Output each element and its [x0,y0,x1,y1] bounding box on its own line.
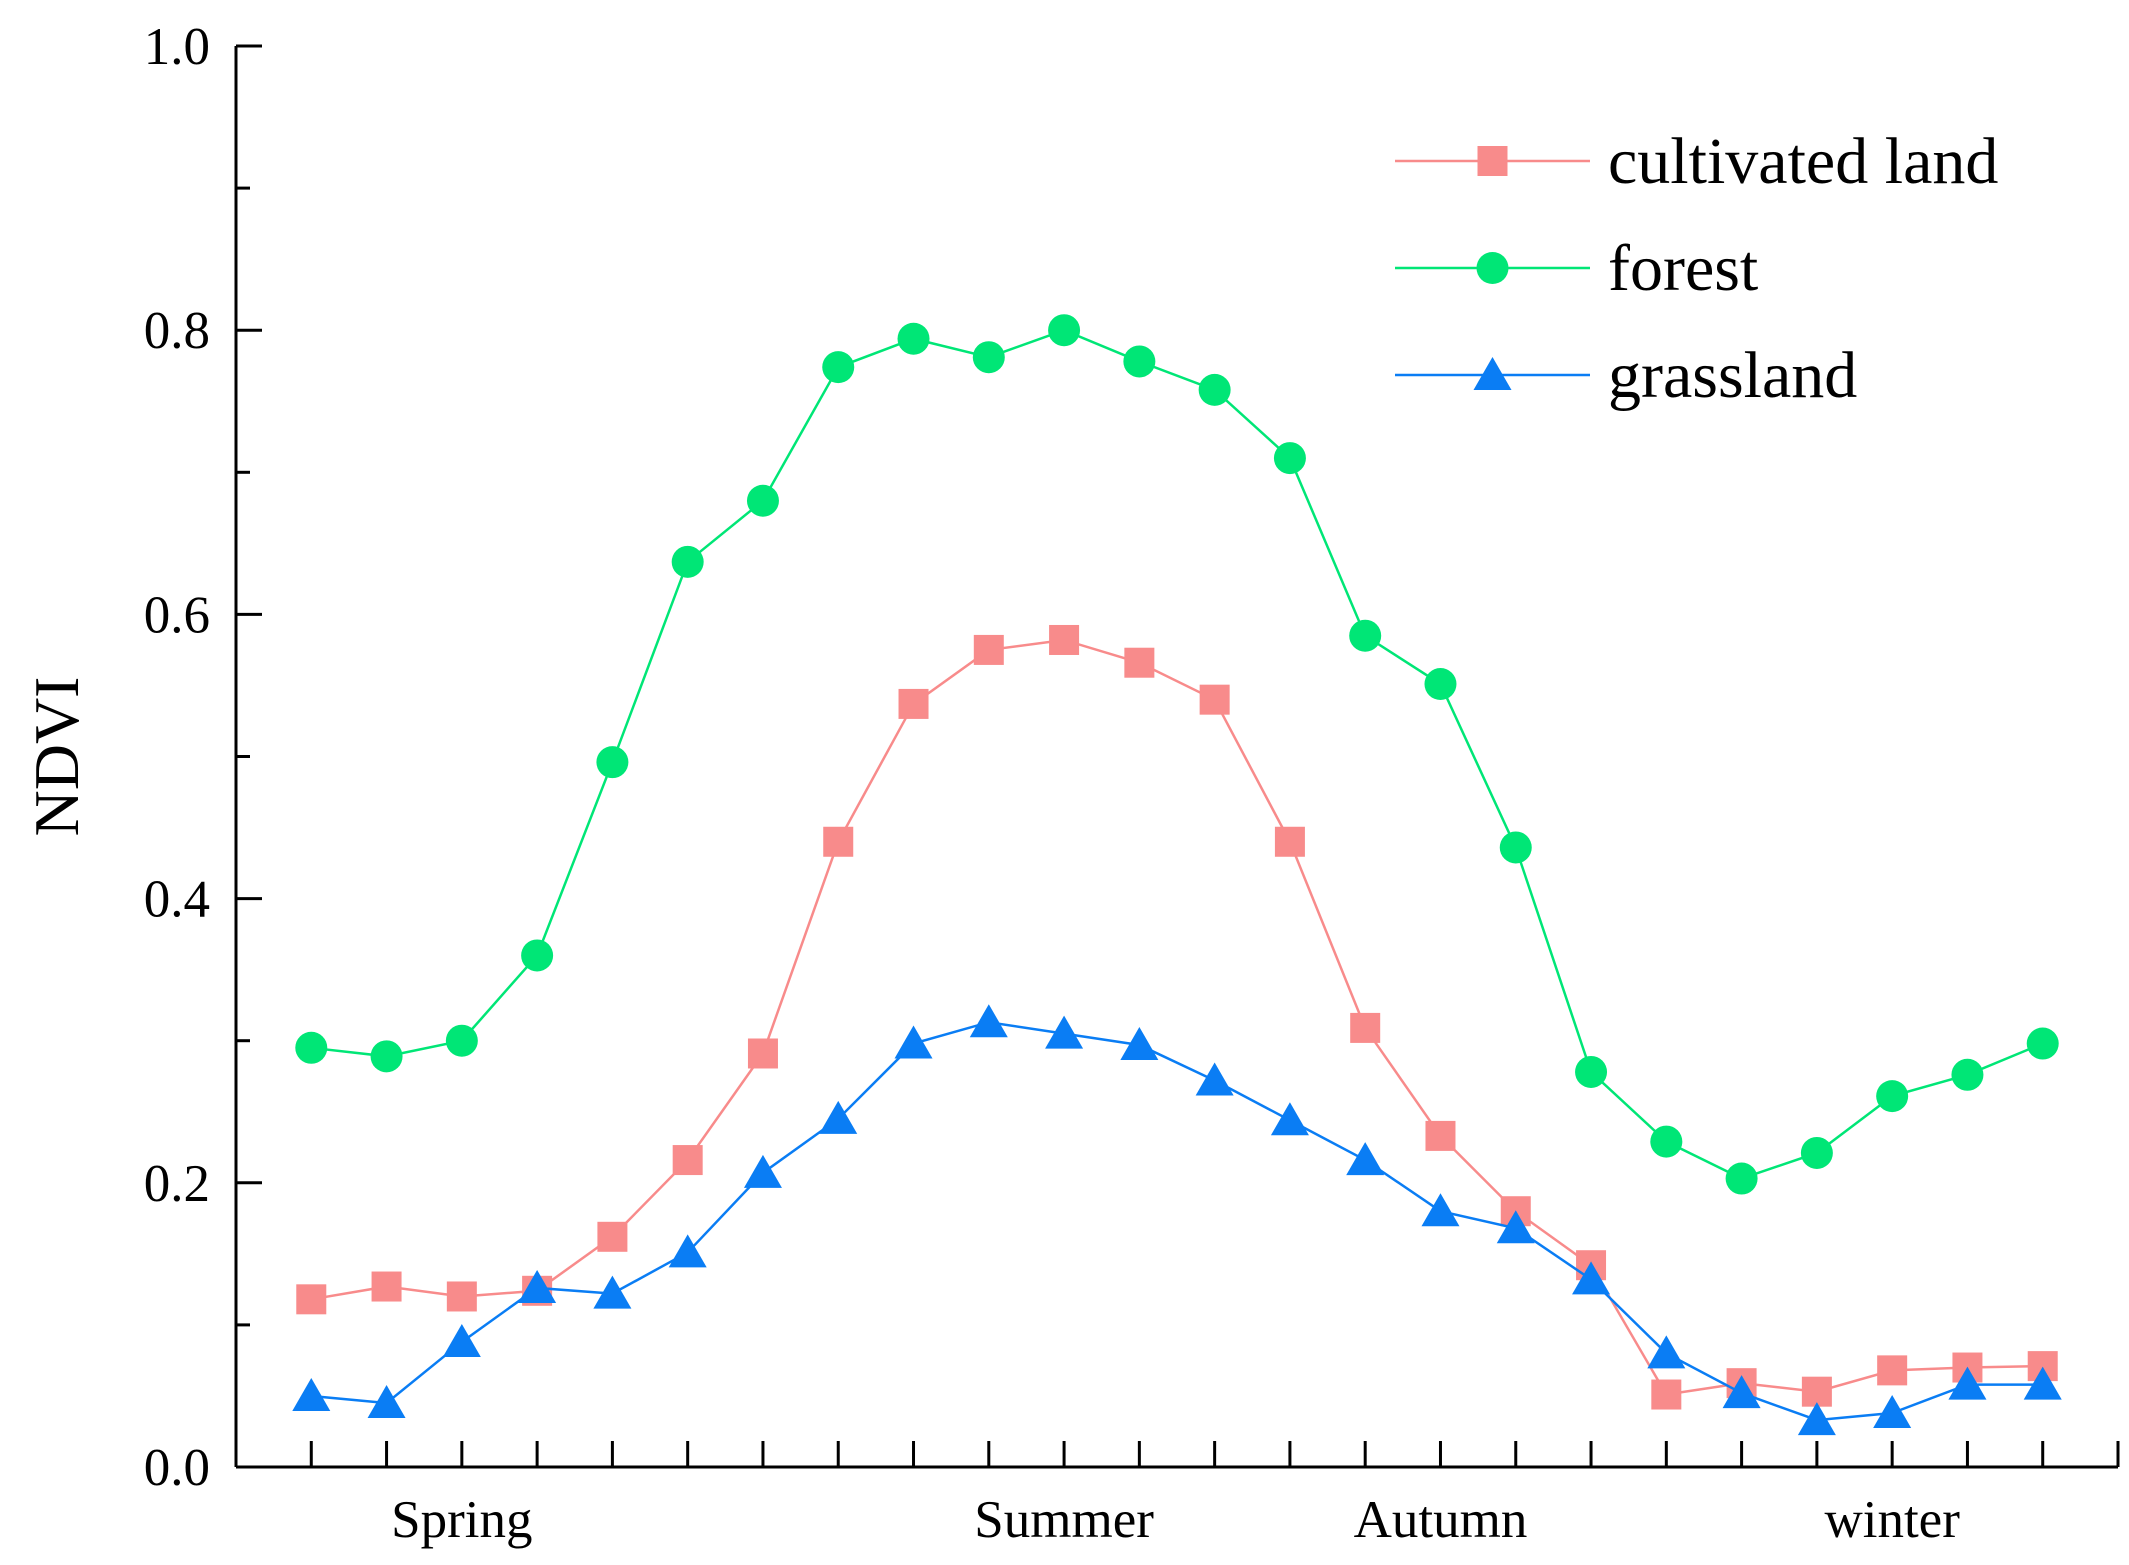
data-point-grassland [668,1234,707,1268]
data-point-grassland [819,1100,858,1134]
axes [234,46,2118,1469]
data-point-cultivated-land [1651,1379,1682,1410]
data-point-cultivated-land [1877,1355,1908,1386]
y-tick-label: 0.2 [144,1155,210,1213]
data-point-forest [1876,1080,1909,1113]
x-ticks [309,1441,2120,1467]
data-point-grassland [1647,1335,1686,1369]
data-point-forest [1273,442,1306,475]
data-point-grassland [969,1004,1008,1038]
data-point-forest [596,746,629,779]
data-point-grassland [1195,1062,1234,1096]
data-point-grassland [743,1154,782,1188]
data-point-forest [1499,831,1532,864]
data-point-grassland [2023,1366,2062,1400]
data-point-forest [822,351,855,384]
data-point-grassland [1496,1210,1535,1244]
data-point-cultivated-land [1049,624,1080,655]
legend-marker-cultivated-land [1477,146,1508,176]
data-point-grassland [1120,1026,1159,1060]
data-point-forest [1123,345,1156,378]
series-forest [295,314,2059,1195]
data-point-cultivated-land [898,688,929,719]
season-label-spring: Spring [391,1491,532,1549]
data-point-forest [1048,314,1081,347]
data-point-cultivated-land [1274,826,1305,857]
data-point-forest [1800,1136,1833,1169]
data-point-cultivated-land [296,1284,327,1315]
data-point-forest [746,484,779,517]
series-line-cultivated-land [311,638,2043,1396]
legend-marker-forest [1476,252,1509,284]
legend: cultivated land forest grassland [1395,125,1998,412]
data-point-cultivated-land [747,1038,778,1069]
data-point-cultivated-land [672,1145,703,1176]
data-point-grassland [1421,1193,1460,1227]
season-label-autumn: Autumn [1354,1491,1528,1549]
data-point-forest [1198,373,1231,406]
data-point-grassland [1270,1102,1309,1136]
data-point-forest [1424,668,1457,701]
legend-item-grassland: grassland [1395,339,1857,412]
data-point-forest [671,545,704,578]
y-tick-label: 0.8 [144,302,210,360]
legend-marker-grassland [1473,357,1512,390]
data-point-cultivated-land [1801,1376,1832,1407]
data-point-forest [972,341,1005,374]
data-point-grassland [1873,1395,1912,1429]
season-labels: Spring Summer Autumn winter [391,1491,1960,1549]
data-point-grassland [1045,1015,1084,1049]
data-point-forest [1951,1058,1984,1091]
data-point-cultivated-land [1350,1012,1381,1043]
data-point-grassland [442,1323,481,1357]
y-tick-label: 0.4 [144,871,210,929]
y-tick-label: 0.0 [144,1439,210,1497]
legend-label: forest [1608,232,1758,305]
data-point-cultivated-land [446,1281,477,1312]
season-label-summer: Summer [974,1491,1154,1549]
series-line-grassland [311,1020,2043,1422]
data-point-cultivated-land [973,634,1004,665]
series-cultivated-land [296,624,2058,1410]
data-point-grassland [1797,1402,1836,1436]
y-ticks: 0.0 0.2 0.4 0.6 0.8 1.0 [144,18,262,1497]
series-grassland [292,1004,2062,1436]
legend-label: grassland [1608,339,1857,412]
series-line-forest [311,328,2044,1180]
data-point-cultivated-land [1199,684,1230,715]
data-point-forest [1725,1162,1758,1195]
data-point-forest [2026,1027,2059,1060]
data-point-forest [295,1031,328,1064]
data-point-grassland [518,1269,557,1303]
data-point-cultivated-land [371,1271,402,1302]
data-point-forest [1575,1055,1608,1088]
legend-item-forest: forest [1395,232,1758,305]
y-tick-label: 0.6 [144,586,210,644]
data-point-grassland [1346,1142,1385,1176]
data-point-grassland [593,1275,632,1309]
data-point-forest [445,1024,478,1057]
data-point-grassland [894,1025,933,1059]
y-tick-label: 1.0 [144,18,210,76]
data-point-forest [1349,619,1382,652]
series-layer [292,314,2062,1436]
legend-label: cultivated land [1608,125,1998,198]
data-point-cultivated-land [597,1221,628,1252]
data-point-forest [521,939,554,972]
data-point-grassland [1948,1366,1987,1400]
data-point-grassland [1572,1261,1611,1295]
data-point-forest [897,322,930,355]
data-point-forest [1650,1125,1683,1158]
season-label-winter: winter [1824,1491,1960,1549]
y-axis-title: NDVI [21,677,92,837]
data-point-grassland [367,1385,406,1419]
data-point-grassland [292,1377,331,1411]
data-point-cultivated-land [1425,1120,1456,1151]
data-point-cultivated-land [1124,647,1155,678]
data-point-grassland [1722,1375,1761,1409]
legend-item-cultivated-land: cultivated land [1395,125,1998,198]
data-point-forest [370,1040,403,1073]
data-point-cultivated-land [823,826,854,857]
